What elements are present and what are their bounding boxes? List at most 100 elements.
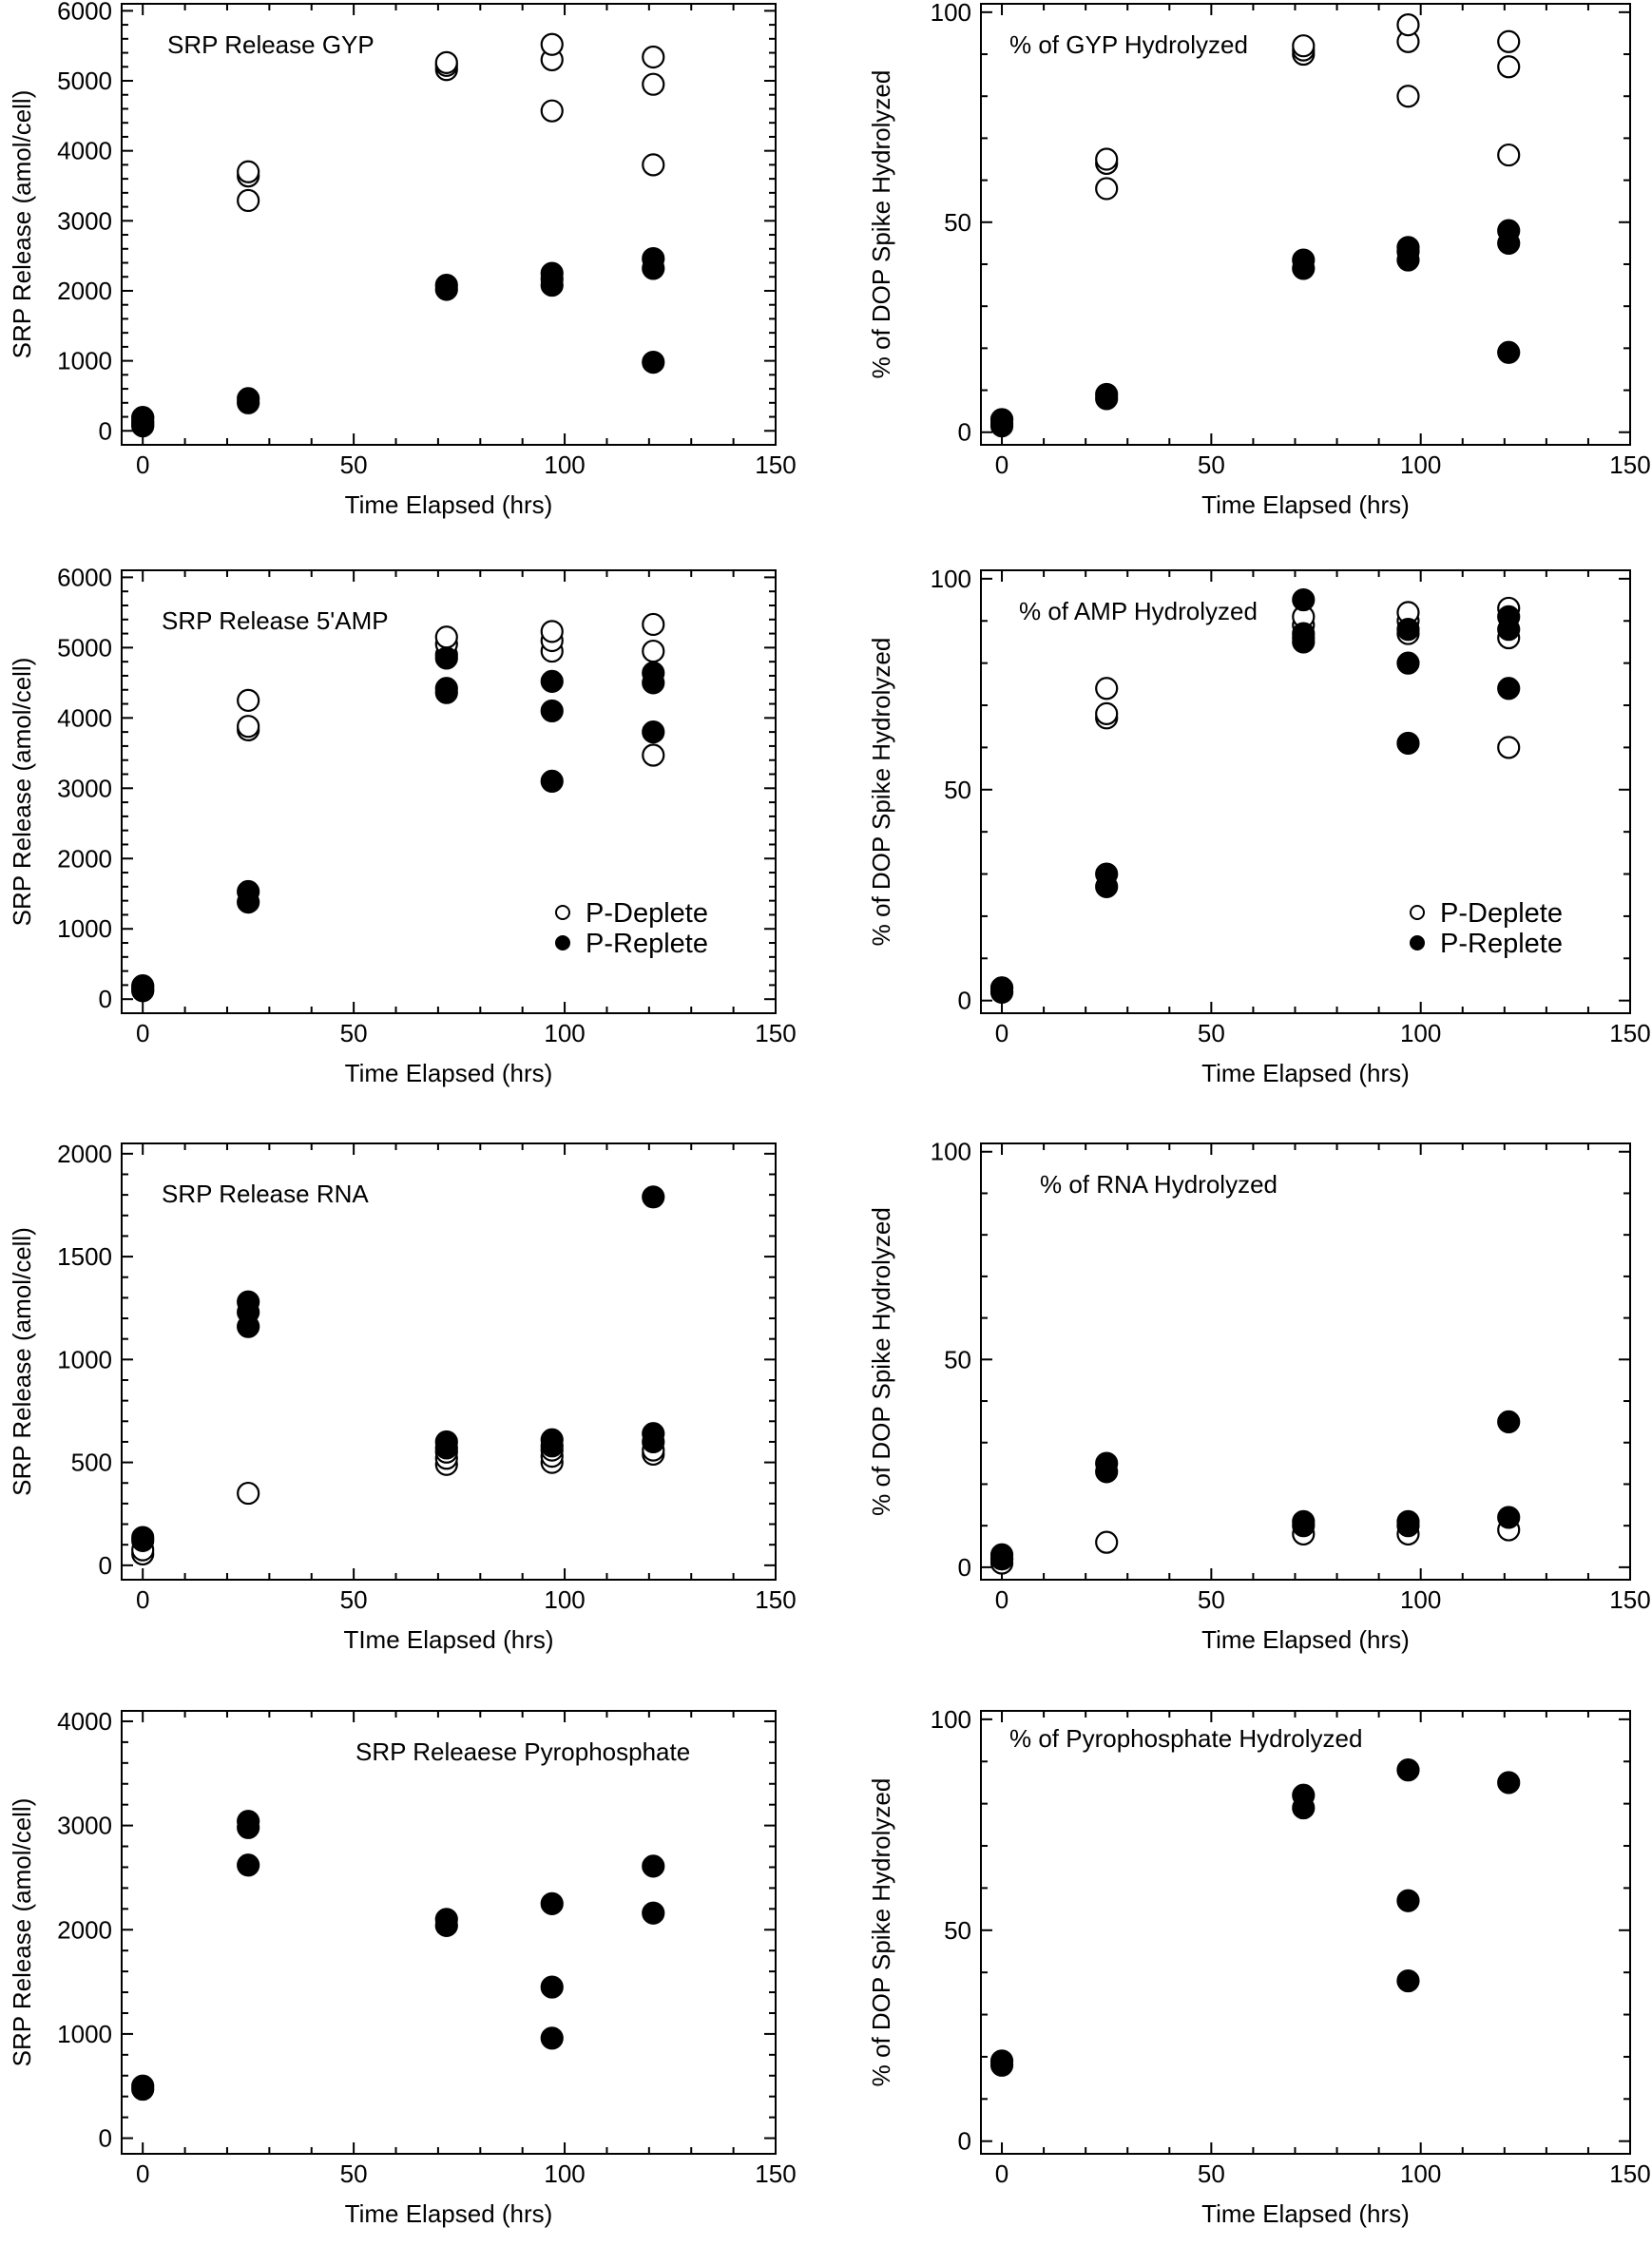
data-point-p-replete	[989, 1543, 1014, 1566]
data-point-p-deplete	[1497, 143, 1521, 167]
x-tick-label: 50	[1198, 1585, 1225, 1614]
data-point-p-deplete	[1292, 34, 1316, 58]
x-tick-label: 50	[340, 1019, 368, 1047]
chart-gyp-srp: 0 50 100 150 0 1000 2000 3000 4000 5000 6000 Time E…	[8, 0, 797, 519]
y-axis-title: SRP Release (amol/cell)	[8, 90, 36, 359]
data-point-p-replete	[1497, 340, 1521, 364]
data-point-p-replete	[989, 976, 1014, 1000]
y-tick-label: 0	[99, 1551, 112, 1580]
data-point-p-replete	[1396, 651, 1420, 675]
plot-frame	[121, 3, 777, 446]
data-point-p-replete	[237, 879, 260, 904]
panel-title: % of AMP Hydrolyzed	[1019, 597, 1258, 625]
y-tick-label: 0	[99, 2124, 112, 2153]
x-axis-title: TIme Elapsed (hrs)	[343, 1625, 553, 1654]
panel-title: SRP Release 5'AMP	[162, 606, 389, 635]
x-tick-label: 0	[995, 451, 1008, 479]
data-point-p-replete	[540, 769, 564, 794]
y-axis-title: SRP Release (amol/cell)	[8, 658, 36, 927]
chart-gyp-pct: 0 50 100 150 0 50 100 Time Elapsed (hrs) % of DO…	[867, 0, 1651, 519]
data-point-p-deplete	[1396, 12, 1420, 37]
y-tick-label: 1500	[57, 1242, 112, 1271]
y-tick-label: 6000	[57, 0, 112, 25]
data-point-p-deplete	[237, 715, 260, 739]
data-point-p-deplete	[1095, 1530, 1119, 1554]
data-point-p-replete	[642, 246, 665, 271]
y-tick-label: 4000	[57, 137, 112, 165]
data-point-p-replete	[540, 1975, 564, 1999]
y-tick-label: 1000	[57, 914, 112, 943]
data-point-p-replete	[540, 1428, 564, 1451]
data-point-p-replete	[1396, 731, 1420, 756]
data-point-p-deplete	[540, 620, 564, 643]
data-point-p-replete	[1497, 677, 1521, 701]
data-point-p-replete	[434, 677, 458, 701]
y-tick-label: 0	[958, 1553, 971, 1582]
x-tick-label: 150	[1609, 451, 1650, 479]
legend-label-p-deplete: P-Deplete	[586, 898, 708, 929]
data-point-p-replete	[1292, 622, 1316, 645]
data-point-p-replete	[434, 1430, 458, 1454]
data-point-p-replete	[131, 2074, 155, 2098]
x-tick-label: 0	[136, 1019, 149, 1047]
y-tick-label: 100	[931, 0, 971, 27]
data-point-p-replete	[540, 261, 564, 285]
panel-title: SRP Release GYP	[167, 30, 375, 59]
legend-marker-filled	[1410, 935, 1425, 950]
y-axis-title: SRP Release (amol/cell)	[8, 1798, 36, 2067]
y-tick-label: 0	[99, 985, 112, 1013]
legend-label-p-replete: P-Replete	[586, 929, 708, 959]
x-tick-label: 150	[755, 2160, 796, 2188]
y-axis-title: % of DOP Spike Hydrolyzed	[867, 70, 895, 379]
data-point-p-deplete	[1095, 147, 1119, 171]
y-tick-label: 1000	[57, 2020, 112, 2048]
y-tick-label: 5000	[57, 633, 112, 662]
data-point-p-replete	[434, 273, 458, 298]
plot-frame	[980, 1710, 1631, 2155]
data-point-p-replete	[642, 1422, 665, 1446]
data-point-p-replete	[642, 1185, 665, 1209]
data-point-p-replete	[434, 646, 458, 670]
data-point-p-deplete	[1095, 677, 1119, 701]
data-point-p-deplete	[237, 188, 260, 213]
data-point-p-deplete	[1497, 736, 1521, 759]
y-axis-title: SRP Release (amol/cell)	[8, 1227, 36, 1496]
data-point-p-replete	[237, 387, 260, 411]
data-point-p-replete	[1497, 219, 1521, 242]
x-tick-label: 100	[544, 2160, 585, 2188]
data-point-p-replete	[237, 1853, 260, 1877]
data-point-p-replete	[642, 350, 665, 374]
data-point-p-deplete	[642, 153, 665, 177]
x-tick-label: 0	[995, 2160, 1008, 2188]
x-axis-title: Time Elapsed (hrs)	[1201, 490, 1410, 519]
x-tick-label: 100	[1400, 2160, 1441, 2188]
chart-ppi-srp: 0 50 100 150 0 1000 2000 3000 4000 Time Elapsed (…	[8, 1707, 797, 2228]
data-point-p-deplete	[237, 688, 260, 712]
data-point-p-replete	[1497, 1410, 1521, 1433]
data-point-p-replete	[1396, 236, 1420, 259]
legend-marker-filled	[555, 935, 570, 950]
panel-title: SRP Releaese Pyrophosphate	[355, 1737, 690, 1766]
data-point-p-replete	[131, 975, 155, 999]
x-tick-label: 50	[1198, 1019, 1225, 1047]
y-tick-label: 50	[944, 776, 971, 804]
data-point-p-replete	[1292, 1509, 1316, 1533]
data-point-p-deplete	[540, 32, 564, 56]
y-tick-label: 5000	[57, 67, 112, 95]
y-tick-label: 100	[931, 565, 971, 593]
data-point-p-deplete	[434, 625, 458, 649]
plot-frame	[121, 569, 777, 1014]
data-point-p-replete	[540, 699, 564, 723]
y-tick-label: 0	[99, 416, 112, 445]
y-tick-label: 4000	[57, 1707, 112, 1736]
data-point-p-replete	[540, 2026, 564, 2050]
x-tick-label: 100	[1400, 1585, 1441, 1614]
x-tick-label: 100	[1400, 1019, 1441, 1047]
plot-frame	[980, 569, 1631, 1014]
x-tick-label: 150	[755, 1019, 796, 1047]
data-point-p-replete	[131, 1526, 155, 1549]
data-point-p-replete	[1095, 1451, 1119, 1475]
data-point-p-replete	[989, 2049, 1014, 2073]
y-tick-label: 50	[944, 1345, 971, 1373]
